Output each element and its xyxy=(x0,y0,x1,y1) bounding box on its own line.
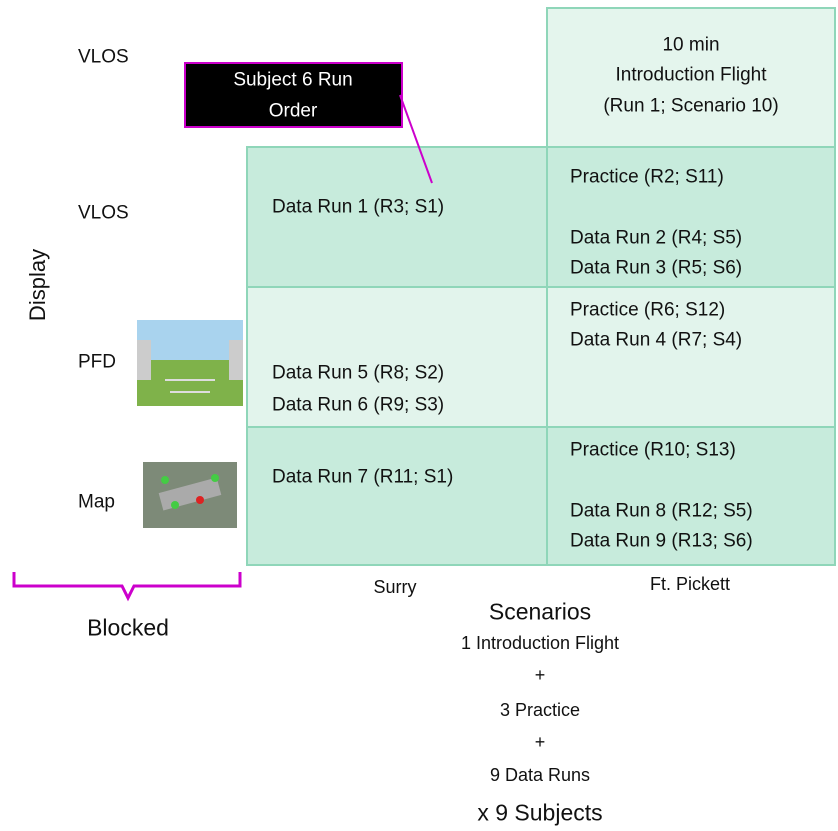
blocked-label: Blocked xyxy=(87,614,169,641)
intro-text: (Run 1; Scenario 10) xyxy=(603,95,779,117)
row-label: Map xyxy=(78,491,115,513)
callout-box xyxy=(184,62,403,128)
scenarios-footer: x 9 Subjects xyxy=(477,799,603,826)
column-label: Surry xyxy=(373,577,417,597)
scenarios-line: 1 Introduction Flight xyxy=(460,633,620,653)
callout-text: Order xyxy=(268,100,318,122)
scenarios-title: Scenarios xyxy=(488,598,592,625)
intro-text: 10 min xyxy=(662,34,720,56)
intro-cell xyxy=(546,7,836,148)
cell-text: Practice (R6; S12) xyxy=(570,299,726,321)
axis-label: Display xyxy=(25,248,50,322)
row-label: VLOS xyxy=(78,46,129,68)
callout-pointer xyxy=(399,94,433,184)
map-image xyxy=(143,462,237,528)
scenarios-line: 3 Practice xyxy=(499,700,581,720)
cell-text: Data Run 2 (R4; S5) xyxy=(570,227,743,249)
intro-text: Introduction Flight xyxy=(615,64,767,86)
scenarios-line: + xyxy=(534,732,546,752)
cell-text: Data Run 5 (R8; S2) xyxy=(272,362,445,384)
pfd-image xyxy=(137,320,243,406)
row-vlos xyxy=(246,146,836,288)
callout-text: Subject 6 Run xyxy=(233,69,353,91)
cell-text: Data Run 8 (R12; S5) xyxy=(570,500,753,522)
cell-text: Practice (R2; S11) xyxy=(570,166,724,188)
row-label: VLOS xyxy=(78,202,129,224)
scenarios-line: 9 Data Runs xyxy=(489,765,591,785)
cell-text: Data Run 6 (R9; S3) xyxy=(272,394,445,416)
scenarios-line: + xyxy=(534,665,546,685)
cell-text: Practice (R10; S13) xyxy=(570,439,736,461)
cell-text: Data Run 9 (R13; S6) xyxy=(570,530,753,552)
column-label: Ft. Pickett xyxy=(649,574,731,594)
cell-text: Data Run 4 (R7; S4) xyxy=(570,329,743,351)
cell-text: Data Run 3 (R5; S6) xyxy=(570,257,743,279)
cell-text: Data Run 1 (R3; S1) xyxy=(272,196,445,218)
row-map xyxy=(246,426,836,566)
row-pfd xyxy=(246,286,836,428)
cell-text: Data Run 7 (R11; S1) xyxy=(272,466,454,488)
blocked-bracket xyxy=(12,572,242,602)
row-label: PFD xyxy=(78,351,116,373)
